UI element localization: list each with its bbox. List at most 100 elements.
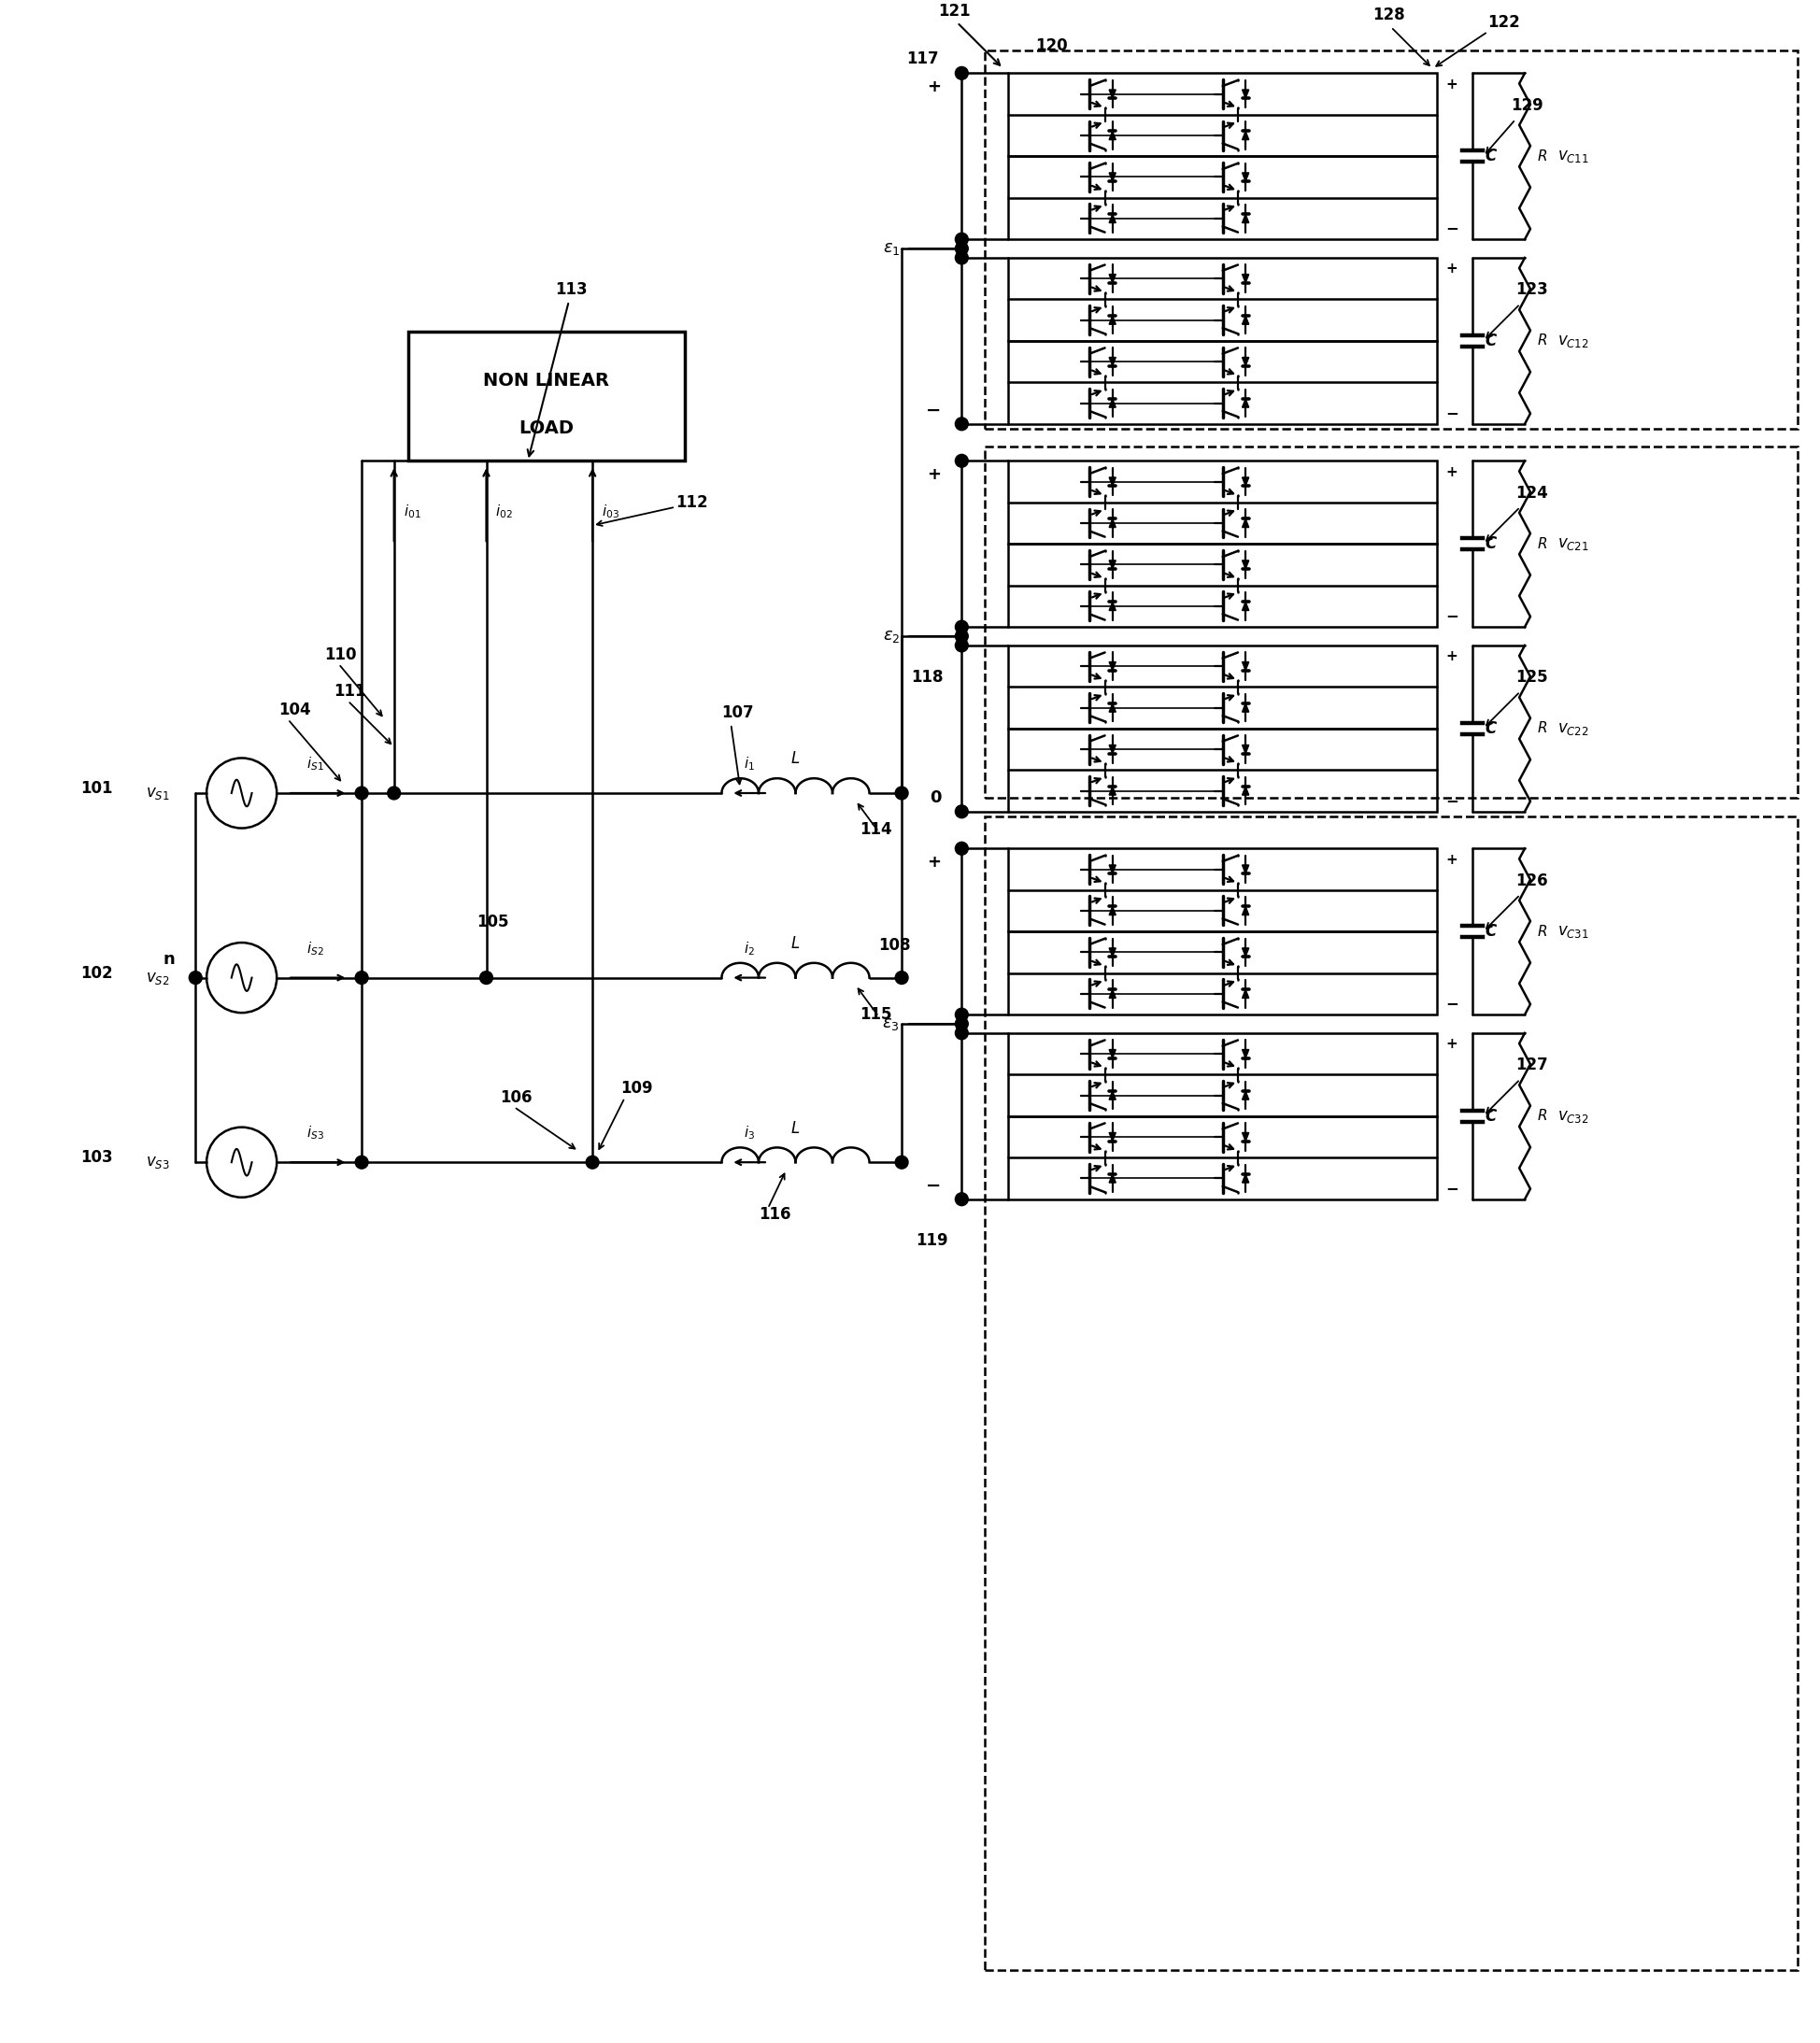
Text: +: + <box>1445 1038 1458 1052</box>
Text: C: C <box>1485 923 1496 940</box>
Text: +: + <box>926 854 941 870</box>
Text: 104: 104 <box>278 701 311 719</box>
Text: $\varepsilon_2$: $\varepsilon_2$ <box>883 627 899 646</box>
Bar <box>1006 155 1436 239</box>
Text: R: R <box>1536 537 1547 552</box>
Polygon shape <box>1241 989 1249 999</box>
Bar <box>1006 729 1436 811</box>
Circle shape <box>956 1007 968 1022</box>
Polygon shape <box>1241 864 1249 874</box>
Circle shape <box>895 970 908 985</box>
Text: L: L <box>792 936 799 952</box>
Text: +: + <box>926 78 941 96</box>
Polygon shape <box>1108 787 1116 795</box>
Polygon shape <box>1241 90 1249 98</box>
Circle shape <box>956 639 968 652</box>
Polygon shape <box>1108 662 1116 670</box>
Bar <box>1006 932 1436 1015</box>
Circle shape <box>956 1026 968 1040</box>
Text: +: + <box>1445 262 1458 276</box>
Text: 129: 129 <box>1511 96 1543 114</box>
Text: 117: 117 <box>906 51 937 67</box>
Polygon shape <box>1241 907 1249 915</box>
Text: 121: 121 <box>937 2 970 20</box>
Text: NON LINEAR: NON LINEAR <box>482 372 610 390</box>
Text: n: n <box>164 950 175 968</box>
Polygon shape <box>1108 703 1116 711</box>
Circle shape <box>956 417 968 431</box>
Circle shape <box>355 1156 368 1169</box>
Polygon shape <box>1108 989 1116 999</box>
Text: 109: 109 <box>621 1081 652 1097</box>
Polygon shape <box>1108 907 1116 915</box>
Text: 128: 128 <box>1372 6 1403 22</box>
Polygon shape <box>1241 215 1249 223</box>
Polygon shape <box>1108 1175 1116 1183</box>
Circle shape <box>956 621 968 633</box>
Text: −: − <box>1445 995 1458 1011</box>
Bar <box>985 51 1796 429</box>
Text: 108: 108 <box>879 938 910 954</box>
Text: 115: 115 <box>859 1005 892 1024</box>
Text: −: − <box>1445 793 1458 809</box>
Text: R: R <box>1536 721 1547 735</box>
Text: $i_{S3}$: $i_{S3}$ <box>306 1124 324 1142</box>
Text: $i_2$: $i_2$ <box>743 940 755 958</box>
Text: −: − <box>1445 1179 1458 1197</box>
Polygon shape <box>1108 358 1116 366</box>
Text: $v_{C21}$: $v_{C21}$ <box>1556 535 1587 552</box>
Bar <box>1006 543 1436 627</box>
Circle shape <box>895 787 908 799</box>
Polygon shape <box>1108 603 1116 611</box>
Circle shape <box>586 1156 599 1169</box>
Text: +: + <box>1445 852 1458 866</box>
Text: $\varepsilon_1$: $\varepsilon_1$ <box>883 241 899 257</box>
Circle shape <box>956 454 968 468</box>
Text: $v_{S3}$: $v_{S3}$ <box>146 1154 169 1171</box>
Text: C: C <box>1485 1107 1496 1124</box>
Polygon shape <box>1241 746 1249 754</box>
Polygon shape <box>1241 131 1249 139</box>
Bar <box>1006 74 1436 155</box>
Text: 120: 120 <box>1036 37 1067 53</box>
Text: $v_{C31}$: $v_{C31}$ <box>1556 923 1587 940</box>
Text: −: − <box>926 1177 941 1195</box>
Polygon shape <box>1108 317 1116 325</box>
Text: $v_{S2}$: $v_{S2}$ <box>146 968 169 987</box>
Text: 127: 127 <box>1514 1056 1547 1075</box>
Text: LOAD: LOAD <box>519 419 573 437</box>
Text: $i_{02}$: $i_{02}$ <box>495 503 513 521</box>
Polygon shape <box>1241 1175 1249 1183</box>
Polygon shape <box>1108 215 1116 223</box>
Polygon shape <box>1241 948 1249 956</box>
Text: C: C <box>1485 333 1496 349</box>
Text: $i_1$: $i_1$ <box>743 756 755 772</box>
Polygon shape <box>1108 1050 1116 1058</box>
Polygon shape <box>1108 274 1116 282</box>
Text: 118: 118 <box>910 670 943 686</box>
Text: $v_{C11}$: $v_{C11}$ <box>1556 147 1587 165</box>
Polygon shape <box>1241 478 1249 486</box>
Text: −: − <box>1445 607 1458 625</box>
Text: 105: 105 <box>477 913 510 932</box>
Polygon shape <box>1108 1091 1116 1099</box>
Polygon shape <box>1241 662 1249 670</box>
Text: 111: 111 <box>333 682 366 701</box>
Text: +: + <box>1445 466 1458 478</box>
Text: $i_{01}$: $i_{01}$ <box>402 503 420 521</box>
Text: 0: 0 <box>930 789 941 807</box>
Text: 110: 110 <box>324 646 357 664</box>
Text: 126: 126 <box>1514 872 1547 889</box>
Polygon shape <box>1241 174 1249 182</box>
Text: $i_3$: $i_3$ <box>743 1124 755 1142</box>
Circle shape <box>956 251 968 264</box>
Bar <box>985 447 1796 797</box>
Text: $i_{S1}$: $i_{S1}$ <box>306 756 324 772</box>
Circle shape <box>480 970 493 985</box>
Polygon shape <box>1241 1091 1249 1099</box>
Text: 124: 124 <box>1514 484 1547 501</box>
Bar <box>1006 1115 1436 1199</box>
Circle shape <box>956 1193 968 1205</box>
Polygon shape <box>1241 274 1249 282</box>
Circle shape <box>956 241 968 255</box>
